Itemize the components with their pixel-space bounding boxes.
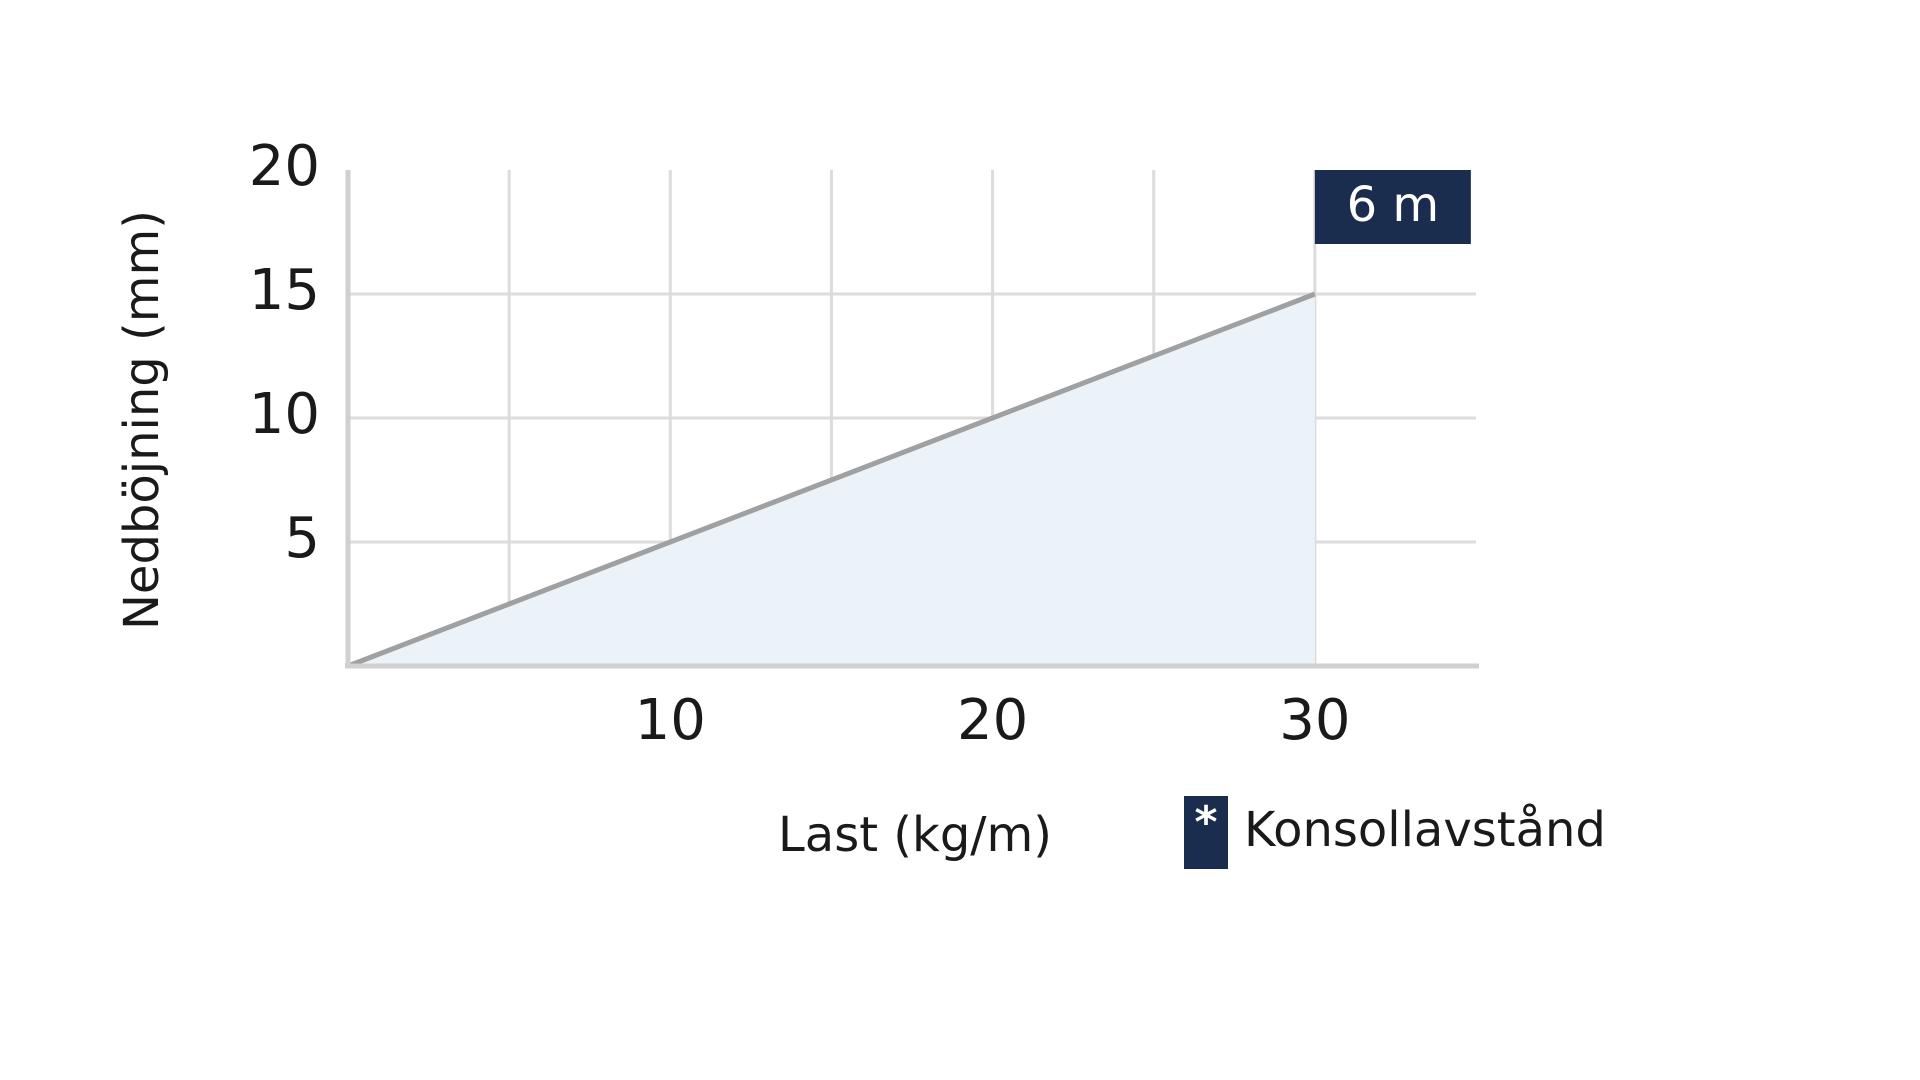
legend-marker-box (1184, 796, 1228, 869)
y-tick-label: 20 (249, 134, 320, 199)
y-tick-label: 15 (249, 258, 320, 323)
x-tick-label: 10 (635, 688, 706, 753)
x-tick-label: 30 (1279, 688, 1350, 753)
x-axis-label: Last (kg/m) (778, 807, 1052, 863)
y-tick-label: 10 (249, 382, 320, 447)
line (347, 291, 1316, 669)
series-label: 6 m (1347, 177, 1440, 233)
legend-marker: * (1194, 797, 1217, 848)
series-label-box (1314, 170, 1471, 244)
x-tick-label: 20 (957, 688, 1028, 753)
y-axis-label: Nedböjning (mm) (114, 210, 170, 630)
legend-label: Konsollavstånd (1244, 802, 1606, 858)
y-tick-label: 5 (284, 506, 320, 571)
